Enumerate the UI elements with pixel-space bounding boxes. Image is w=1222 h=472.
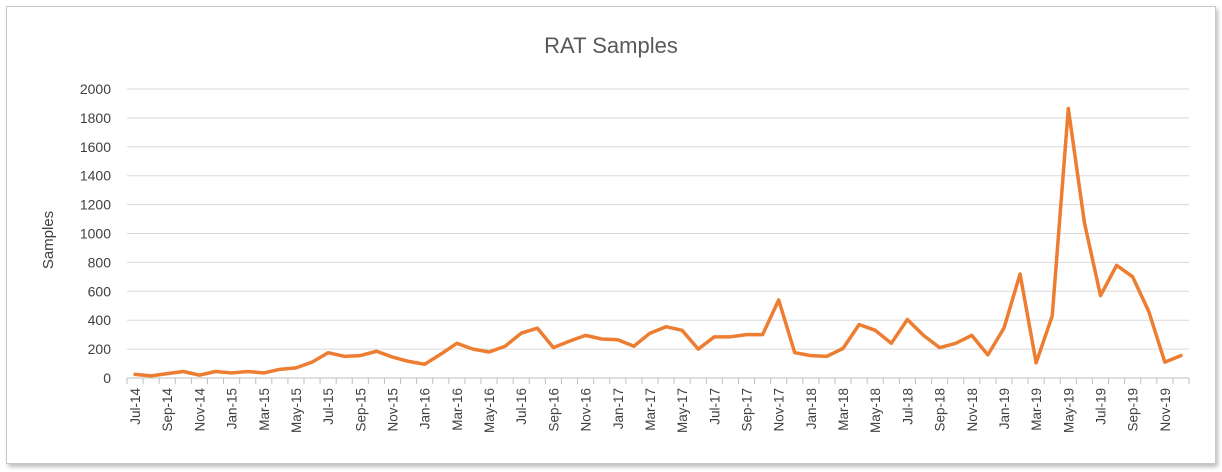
x-tick-label: Nov-18 — [965, 388, 980, 432]
x-tick-label: Sep-14 — [160, 388, 175, 432]
y-tick-label: 1400 — [80, 168, 111, 184]
y-axis-ticks: 0 200 400 600 800 1000 1200 1400 1600 1800 2000 — [80, 81, 111, 386]
x-tick-label: Jul-15 — [321, 388, 336, 425]
x-tick-label: Jan-17 — [611, 388, 626, 429]
x-tick-label: Sep-17 — [740, 388, 755, 432]
x-tick-label: Jul-16 — [514, 388, 529, 425]
chart-frame: RAT Samples 0 200 400 600 800 1000 1200 1400 160… — [6, 6, 1216, 464]
x-tick-label: Sep-19 — [1126, 388, 1141, 432]
x-tick-label: Jan-15 — [225, 388, 240, 429]
x-tick-label: Mar-15 — [257, 388, 272, 431]
y-tick-label: 1600 — [80, 139, 111, 155]
x-tick-label: Jan-16 — [418, 388, 433, 429]
y-tick-label: 0 — [103, 370, 111, 386]
x-tick-label: Jul-19 — [1094, 388, 1109, 425]
x-tick-label: Jan-19 — [997, 388, 1012, 429]
y-tick-label: 1200 — [80, 197, 111, 213]
x-tick-label: Jul-17 — [707, 388, 722, 425]
x-tick-label: Nov-19 — [1158, 388, 1173, 432]
x-tick-label: Nov-15 — [386, 388, 401, 432]
y-tick-label: 600 — [88, 283, 112, 299]
x-tick-label: May-19 — [1061, 388, 1076, 433]
x-tick-label: Jan-18 — [804, 388, 819, 429]
x-tick-label: Sep-15 — [353, 388, 368, 432]
y-tick-label: 200 — [88, 341, 112, 357]
x-tick-label: Nov-14 — [192, 388, 207, 432]
x-tick-label: Mar-18 — [836, 388, 851, 431]
x-tick-label: Jul-18 — [900, 388, 915, 425]
y-tick-label: 800 — [88, 254, 112, 270]
y-tick-label: 2000 — [80, 81, 111, 97]
x-tick-label: May-17 — [675, 388, 690, 433]
x-tick-label: Sep-18 — [933, 388, 948, 432]
x-tick-label: May-16 — [482, 388, 497, 433]
series-line — [133, 106, 1183, 378]
y-axis-label: Samples — [40, 211, 57, 269]
x-tick-label: Sep-16 — [546, 388, 561, 432]
y-tick-label: 1000 — [80, 226, 111, 242]
x-axis — [126, 377, 1190, 384]
chart-title: RAT Samples — [544, 33, 678, 58]
x-axis-ticks: Jul-14 Sep-14 Nov-14 Jan-15 Mar-15 May-15 Jul-… — [128, 388, 1173, 433]
line-chart: RAT Samples 0 200 400 600 800 1000 1200 1400 160… — [40, 33, 1190, 433]
y-tick-label: 400 — [88, 312, 112, 328]
y-tick-label: 1800 — [80, 110, 111, 126]
series-group — [133, 106, 1183, 378]
x-tick-label: Nov-16 — [579, 388, 594, 432]
gridlines — [127, 88, 1189, 350]
x-tick-label: Nov-17 — [772, 388, 787, 432]
x-tick-label: May-15 — [289, 388, 304, 433]
x-tick-label: Mar-19 — [1029, 388, 1044, 431]
x-tick-label: Mar-17 — [643, 388, 658, 431]
x-tick-label: May-18 — [868, 388, 883, 433]
x-tick-label: Mar-16 — [450, 388, 465, 431]
x-tick-label: Jul-14 — [128, 388, 143, 425]
